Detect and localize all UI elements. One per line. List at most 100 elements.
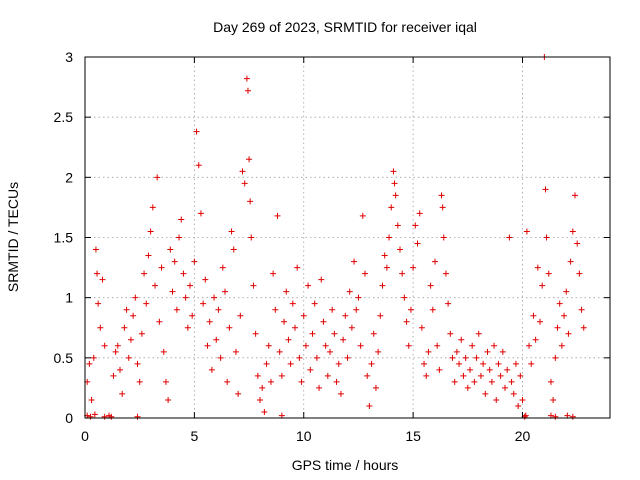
y-axis-label: SRMTID / TECUs bbox=[5, 182, 21, 292]
data-point bbox=[333, 378, 340, 385]
data-point bbox=[523, 228, 530, 235]
data-point bbox=[537, 318, 543, 325]
data-point bbox=[464, 384, 471, 391]
data-point bbox=[416, 210, 423, 217]
data-point bbox=[480, 360, 487, 367]
data-point bbox=[502, 384, 508, 391]
data-point bbox=[453, 348, 460, 355]
data-point bbox=[375, 348, 382, 355]
data-point bbox=[138, 330, 145, 337]
data-point bbox=[344, 354, 351, 361]
data-point bbox=[425, 348, 432, 355]
data-point bbox=[292, 324, 298, 331]
data-point bbox=[86, 360, 93, 367]
data-point bbox=[123, 306, 130, 313]
data-point bbox=[285, 336, 292, 343]
data-point bbox=[510, 390, 517, 397]
data-point bbox=[149, 204, 156, 211]
data-point bbox=[357, 342, 364, 349]
data-point bbox=[283, 288, 290, 295]
data-point bbox=[202, 276, 209, 283]
x-tick-label: 0 bbox=[81, 428, 89, 444]
data-point bbox=[224, 378, 231, 385]
data-point bbox=[477, 372, 484, 379]
data-point bbox=[397, 246, 403, 253]
data-point bbox=[526, 342, 533, 349]
data-point bbox=[180, 270, 187, 277]
data-point bbox=[366, 402, 373, 409]
data-point bbox=[576, 270, 583, 277]
data-point bbox=[486, 366, 493, 373]
data-point bbox=[296, 354, 303, 361]
data-point bbox=[517, 372, 524, 379]
data-point bbox=[451, 378, 458, 385]
gridlines bbox=[85, 57, 610, 418]
data-point bbox=[228, 228, 235, 235]
data-point bbox=[254, 372, 261, 379]
data-point bbox=[469, 342, 476, 349]
data-point bbox=[405, 342, 412, 349]
data-points bbox=[84, 54, 587, 420]
data-point bbox=[169, 288, 176, 295]
data-point bbox=[545, 270, 552, 277]
data-point bbox=[145, 252, 152, 259]
data-point bbox=[322, 342, 329, 349]
data-point bbox=[237, 312, 244, 319]
data-point bbox=[379, 282, 386, 289]
data-point bbox=[241, 180, 248, 187]
data-point bbox=[176, 234, 183, 241]
data-point bbox=[134, 360, 141, 367]
data-point bbox=[563, 288, 570, 295]
data-point bbox=[390, 168, 397, 175]
data-point bbox=[351, 258, 358, 265]
data-point bbox=[191, 258, 198, 265]
data-point bbox=[274, 212, 281, 219]
data-point bbox=[187, 282, 193, 289]
data-point bbox=[394, 222, 401, 229]
data-point bbox=[222, 288, 228, 295]
data-point bbox=[386, 234, 393, 241]
data-point bbox=[173, 306, 180, 313]
data-point bbox=[156, 318, 163, 325]
chart-title: Day 269 of 2023, SRMTID for receiver iqa… bbox=[213, 19, 477, 35]
data-point bbox=[427, 282, 434, 289]
data-point bbox=[377, 312, 384, 319]
y-tick-label: 2.5 bbox=[54, 109, 74, 125]
data-point bbox=[88, 396, 95, 403]
data-point bbox=[462, 354, 469, 361]
data-point bbox=[217, 354, 224, 361]
data-point bbox=[87, 413, 94, 420]
data-point bbox=[248, 234, 255, 241]
data-point bbox=[230, 246, 237, 253]
data-point bbox=[152, 282, 158, 289]
data-point bbox=[309, 330, 316, 337]
data-point bbox=[247, 198, 254, 205]
data-point bbox=[316, 384, 323, 391]
data-point bbox=[130, 312, 137, 319]
data-point bbox=[458, 336, 465, 343]
data-point bbox=[368, 360, 375, 367]
data-point bbox=[440, 234, 447, 241]
data-point bbox=[460, 372, 467, 379]
data-point bbox=[346, 288, 353, 295]
data-point bbox=[134, 413, 141, 420]
data-point bbox=[204, 342, 211, 349]
data-point bbox=[211, 294, 218, 301]
data-point bbox=[403, 318, 410, 325]
data-point bbox=[519, 396, 526, 403]
data-point bbox=[154, 174, 161, 181]
data-point bbox=[423, 372, 430, 379]
data-point bbox=[399, 270, 406, 277]
data-point bbox=[569, 413, 576, 420]
data-point bbox=[410, 264, 417, 271]
data-point bbox=[136, 378, 143, 385]
data-point bbox=[506, 234, 513, 241]
data-point bbox=[302, 342, 309, 349]
data-point bbox=[337, 390, 344, 397]
data-point bbox=[252, 330, 259, 337]
data-point bbox=[324, 372, 331, 379]
data-point bbox=[414, 240, 421, 247]
data-point bbox=[530, 312, 537, 319]
data-point bbox=[372, 384, 379, 391]
data-point bbox=[331, 330, 338, 337]
